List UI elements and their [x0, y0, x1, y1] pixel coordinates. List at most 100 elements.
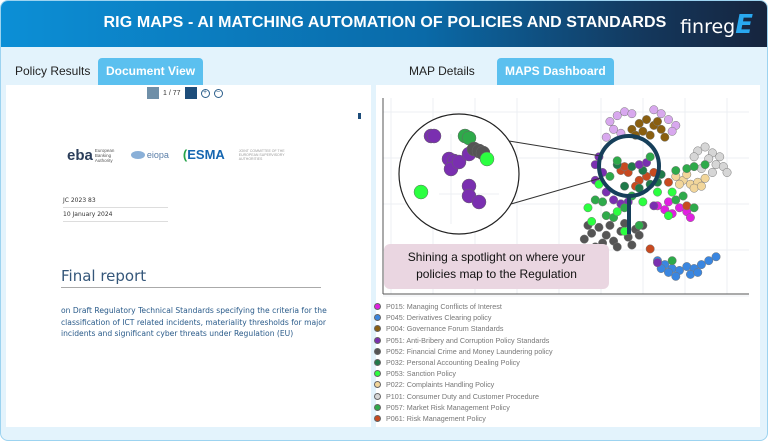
data-point — [612, 111, 622, 121]
legend-label: P101: Consumer Duty and Customer Procedu… — [386, 391, 540, 401]
data-point — [612, 156, 622, 166]
legend-item[interactable]: P052: Financial Crime and Money Launderi… — [374, 346, 553, 357]
data-point — [671, 166, 681, 175]
legend-item[interactable]: P032: Personal Accounting Dealing Policy — [374, 357, 553, 368]
legend-label: P051: Anti-Bribery and Corruption Policy… — [386, 335, 550, 345]
data-point — [601, 132, 611, 142]
magnified-lens — [398, 113, 520, 235]
data-point — [587, 228, 597, 238]
data-point — [638, 126, 648, 136]
legend-label: P015: Managing Conflicts of Interest — [386, 302, 502, 312]
legend-item[interactable]: P015: Managing Conflicts of Interest — [374, 301, 553, 312]
data-point — [653, 258, 662, 268]
callout-line-2: policies map to the Regulation — [416, 267, 577, 281]
legend-item[interactable]: P022: Complaints Handling Policy — [374, 379, 553, 390]
spotlight-connector — [510, 177, 602, 205]
data-point — [634, 230, 644, 240]
document-viewer — [6, 85, 371, 427]
legend-swatch — [374, 370, 381, 378]
data-point — [689, 183, 699, 193]
data-point — [685, 269, 695, 279]
data-point — [609, 124, 619, 134]
data-point — [704, 256, 714, 266]
data-point — [693, 267, 703, 277]
data-point — [656, 124, 666, 134]
next-page-button[interactable] — [184, 87, 197, 99]
data-point — [642, 115, 651, 125]
data-point — [612, 242, 622, 252]
zoom-out-icon[interactable]: − — [213, 88, 223, 98]
eiopa-logo: eiopa — [130, 150, 169, 160]
header: RIG MAPS - AI MATCHING AUTOMATION OF POL… — [1, 1, 767, 47]
data-point — [605, 220, 615, 230]
document-logos: eba European Banking Authority eiopa (ESM… — [67, 146, 299, 164]
data-point — [675, 179, 684, 189]
legend-swatch — [374, 414, 381, 422]
legend-label: P004: Governance Forum Standards — [386, 324, 504, 334]
data-point — [653, 117, 662, 126]
page-indicator: 1 / 77 — [163, 89, 181, 97]
legend-swatch — [374, 403, 381, 411]
scrollbar-thumb[interactable] — [358, 113, 361, 119]
tab-map-details[interactable]: MAP Details — [409, 64, 475, 78]
data-point — [649, 201, 659, 211]
esma-logo: (ESMA — [182, 147, 225, 162]
data-point — [678, 191, 688, 201]
legend-item[interactable]: P004: Governance Forum Standards — [374, 323, 553, 334]
data-point — [620, 181, 630, 191]
legend-item[interactable]: P061: Risk Management Policy — [374, 413, 553, 424]
legend-swatch — [374, 303, 381, 311]
data-point — [671, 271, 681, 281]
data-point — [660, 132, 670, 142]
data-point — [620, 107, 630, 117]
data-point — [696, 260, 706, 270]
tab-maps-dashboard[interactable]: MAPS Dashboard — [497, 58, 614, 85]
data-point — [682, 262, 692, 272]
data-point — [711, 160, 721, 170]
spotlight-point — [471, 194, 487, 210]
prev-page-button[interactable] — [147, 87, 159, 99]
data-point — [627, 162, 637, 172]
legend-label: P057: Market Risk Management Policy — [386, 402, 510, 412]
document-reference: JC 2023 83 — [63, 197, 168, 208]
tab-document-view[interactable]: Document View — [98, 58, 204, 85]
document-body: on Draft Regulatory Technical Standards … — [61, 306, 327, 341]
legend-item[interactable]: P053: Sanction Policy — [374, 368, 553, 379]
data-point — [634, 220, 644, 230]
legend-label: P045: Derivatives Clearing policy — [386, 313, 492, 323]
legend-item[interactable]: P051: Anti-Bribery and Corruption Policy… — [374, 335, 553, 346]
data-point — [664, 211, 673, 221]
data-point — [605, 117, 615, 126]
data-point — [594, 222, 604, 232]
data-point — [689, 162, 699, 172]
legend-label: P052: Financial Crime and Money Launderi… — [386, 346, 553, 356]
eba-logo: eba European Banking Authority — [67, 146, 115, 164]
data-point — [664, 197, 673, 207]
data-point — [634, 119, 644, 128]
data-point — [682, 164, 692, 174]
spotlight-point — [479, 151, 495, 167]
data-point — [667, 187, 677, 197]
data-point — [700, 173, 710, 183]
legend-item[interactable]: P101: Consumer Duty and Customer Procedu… — [374, 391, 553, 402]
legend-swatch — [374, 381, 381, 389]
legend-swatch — [374, 314, 381, 322]
data-point — [601, 211, 611, 221]
data-point — [667, 126, 677, 136]
data-point — [587, 217, 597, 226]
data-point — [579, 234, 589, 244]
chart-legend: P015: Managing Conflicts of Interest P045… — [374, 301, 553, 424]
data-point — [645, 130, 655, 140]
data-point — [715, 152, 725, 162]
data-point — [682, 201, 692, 211]
legend-swatch — [374, 359, 381, 367]
legend-item[interactable]: P045: Derivatives Clearing policy — [374, 312, 553, 323]
legend-swatch — [374, 347, 381, 355]
zoom-in-icon[interactable]: + — [200, 88, 210, 98]
tab-policy-results[interactable]: Policy Results — [15, 64, 91, 78]
data-point — [664, 177, 673, 187]
legend-item[interactable]: P057: Market Risk Management Policy — [374, 402, 553, 413]
data-point — [598, 197, 608, 207]
